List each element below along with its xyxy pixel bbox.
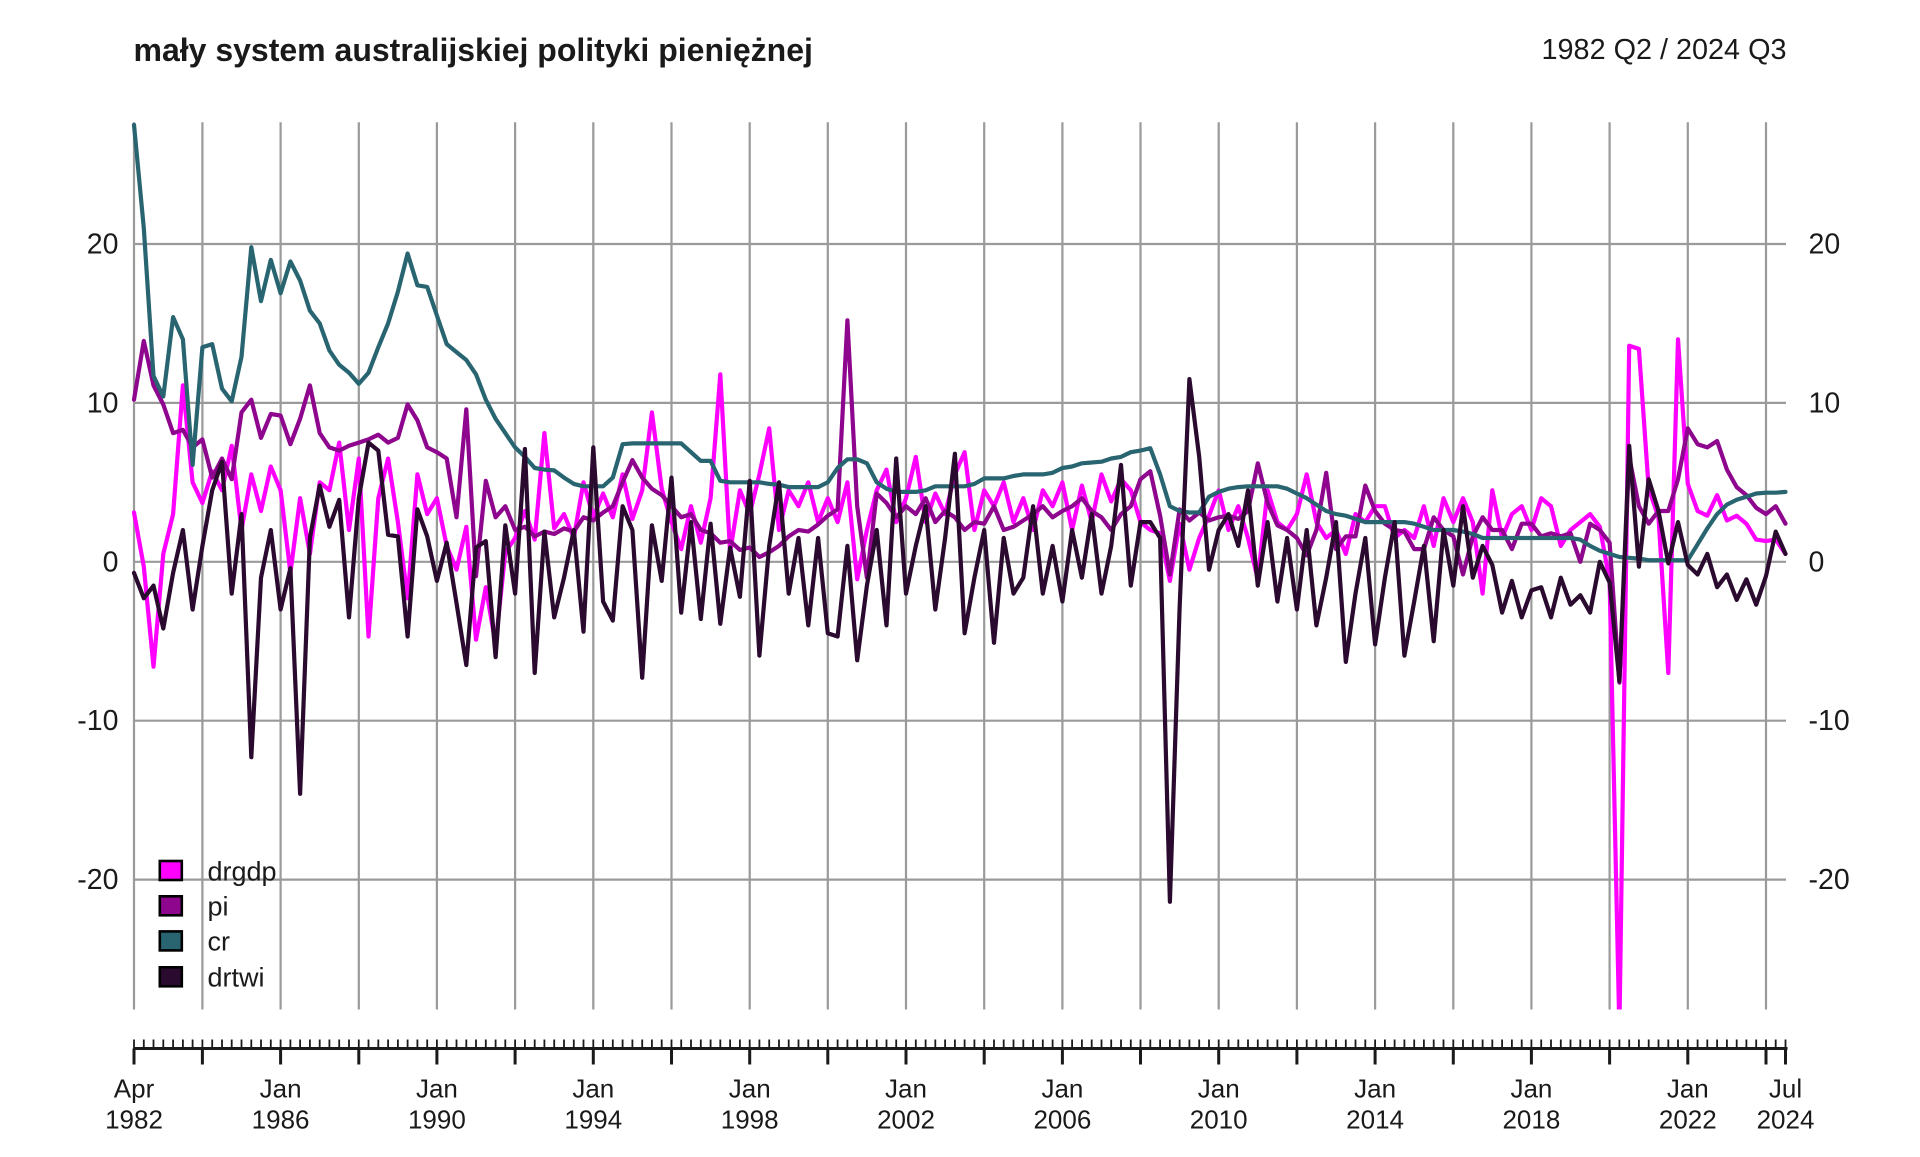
svg-text:2018: 2018 (1502, 1105, 1560, 1135)
svg-text:Jan: Jan (1510, 1074, 1552, 1104)
svg-text:drgdp: drgdp (208, 856, 277, 886)
svg-text:10: 10 (1809, 387, 1841, 419)
svg-text:Jan: Jan (1041, 1074, 1083, 1104)
svg-text:Jan: Jan (885, 1074, 927, 1104)
svg-text:2002: 2002 (877, 1105, 935, 1135)
svg-text:pi: pi (208, 892, 229, 922)
svg-text:-20: -20 (77, 864, 118, 896)
svg-text:2014: 2014 (1346, 1105, 1404, 1135)
svg-text:cr: cr (208, 927, 231, 957)
svg-text:Jan: Jan (1354, 1074, 1396, 1104)
svg-text:-10: -10 (77, 705, 118, 737)
svg-text:Jan: Jan (1198, 1074, 1240, 1104)
svg-text:Jan: Jan (729, 1074, 771, 1104)
svg-text:1982: 1982 (105, 1105, 163, 1135)
svg-text:Jul: Jul (1769, 1074, 1802, 1104)
svg-text:1998: 1998 (721, 1105, 779, 1135)
svg-text:0: 0 (103, 546, 119, 578)
svg-text:20: 20 (87, 229, 119, 261)
svg-text:20: 20 (1809, 229, 1841, 261)
svg-text:drtwi: drtwi (208, 963, 265, 993)
svg-text:-20: -20 (1809, 864, 1850, 896)
svg-text:Jan: Jan (260, 1074, 302, 1104)
svg-text:Jan: Jan (572, 1074, 614, 1104)
svg-text:2022: 2022 (1659, 1105, 1717, 1135)
svg-text:mały system australijskiej pol: mały system australijskiej polityki pien… (134, 32, 813, 68)
svg-text:2024: 2024 (1757, 1105, 1815, 1135)
svg-text:1994: 1994 (564, 1105, 622, 1135)
svg-text:2006: 2006 (1033, 1105, 1091, 1135)
svg-text:Jan: Jan (1667, 1074, 1709, 1104)
svg-text:10: 10 (87, 387, 119, 419)
svg-text:Jan: Jan (416, 1074, 458, 1104)
svg-text:1990: 1990 (408, 1105, 466, 1135)
svg-text:-10: -10 (1809, 705, 1850, 737)
svg-text:Apr: Apr (114, 1074, 155, 1104)
svg-text:1982 Q2 / 2024 Q3: 1982 Q2 / 2024 Q3 (1542, 34, 1787, 66)
svg-text:2010: 2010 (1190, 1105, 1248, 1135)
svg-text:0: 0 (1809, 546, 1825, 578)
svg-text:1986: 1986 (252, 1105, 310, 1135)
